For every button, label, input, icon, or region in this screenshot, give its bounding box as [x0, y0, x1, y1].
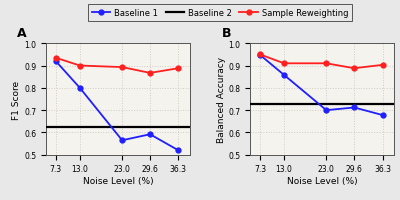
- Text: A: A: [17, 27, 27, 40]
- Y-axis label: F1 Score: F1 Score: [12, 80, 21, 119]
- Legend: Baseline 1, Baseline 2, Sample Reweighting: Baseline 1, Baseline 2, Sample Reweighti…: [88, 5, 352, 22]
- Y-axis label: Balanced Accuracy: Balanced Accuracy: [216, 57, 226, 142]
- X-axis label: Noise Level (%): Noise Level (%): [287, 176, 358, 185]
- Text: B: B: [222, 27, 231, 40]
- X-axis label: Noise Level (%): Noise Level (%): [82, 176, 153, 185]
